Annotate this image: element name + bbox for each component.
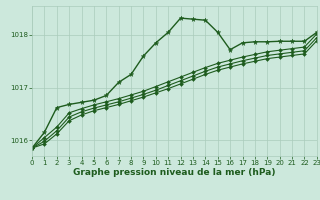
X-axis label: Graphe pression niveau de la mer (hPa): Graphe pression niveau de la mer (hPa) bbox=[73, 168, 276, 177]
